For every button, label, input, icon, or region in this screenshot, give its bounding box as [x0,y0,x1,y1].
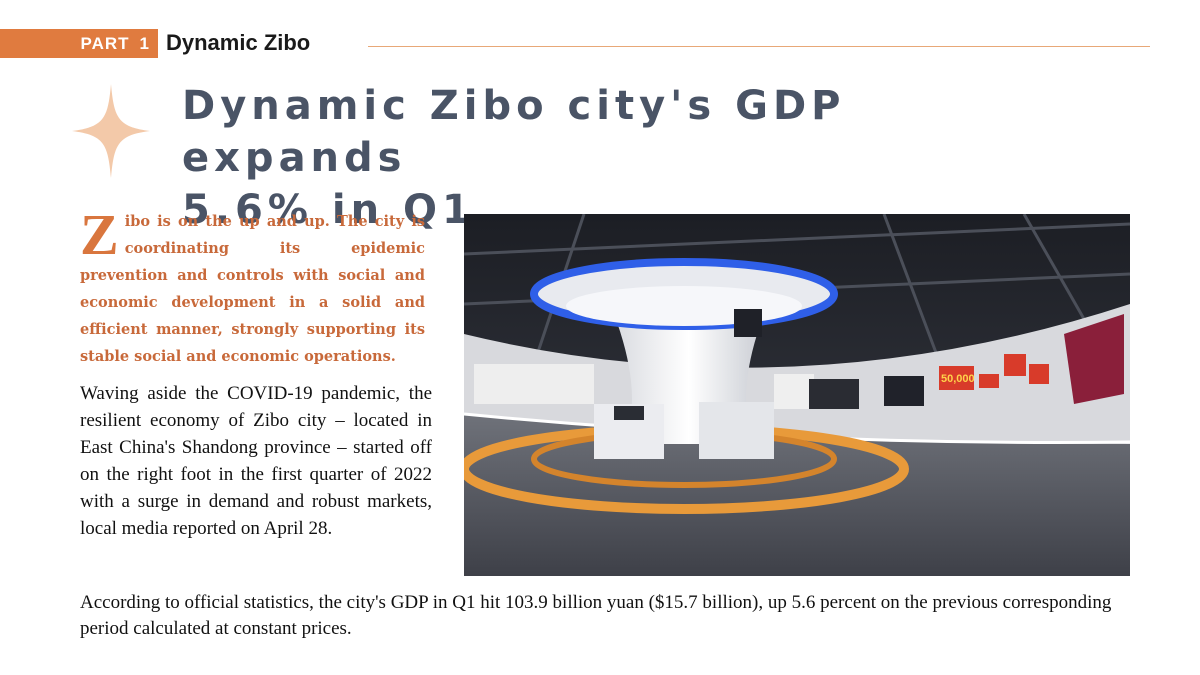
body-paragraph-2: According to official statistics, the ci… [80,592,1112,639]
exhibition-hall-photo: 50,000 [464,214,1130,576]
lead-text: ibo is on the up and up. The city is coo… [80,213,425,365]
part-tag: PART 1 [0,29,158,58]
drop-cap: Z [80,202,119,267]
part-word: PART [80,33,130,53]
headline: Dynamic Zibo city's GDP expands 5.6% in … [182,80,982,236]
wall-number: 50,000 [941,373,975,385]
star-icon [72,84,150,178]
header-rule [368,46,1150,47]
headline-line-1: Dynamic Zibo city's GDP expands [182,83,846,181]
part-number: 1 [139,33,150,53]
section-title: Dynamic Zibo [166,30,311,55]
body-paragraph-1: Waving aside the COVID-19 pandemic, the … [80,383,432,539]
headline-line-2: 5.6% in Q1 [182,187,475,233]
